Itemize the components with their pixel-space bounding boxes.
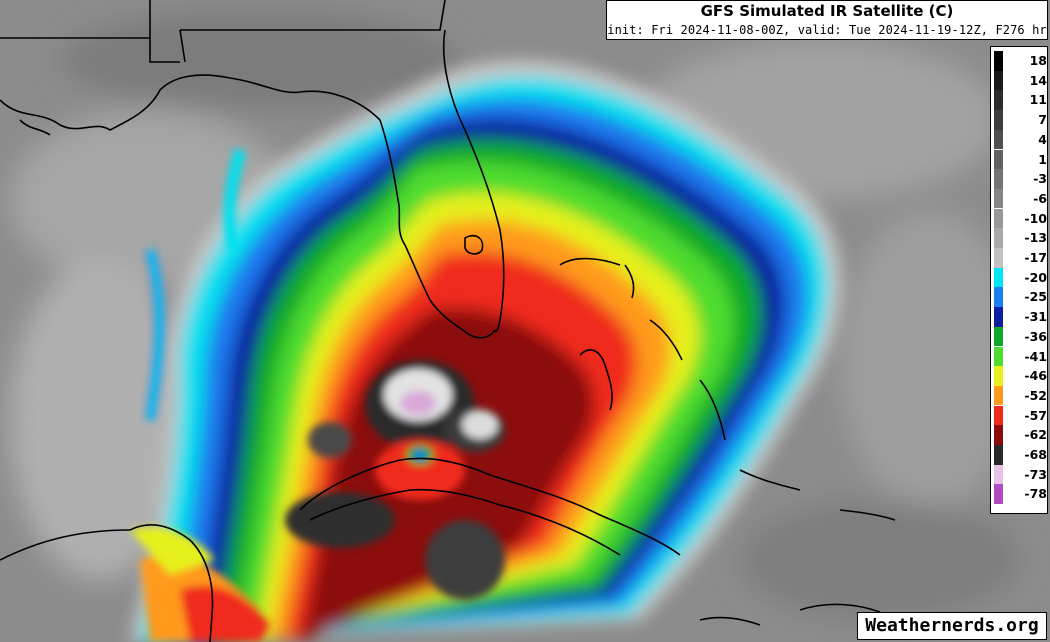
colorbar-label: -62	[1024, 427, 1047, 443]
chart-subtitle: init: Fri 2024-11-08-00Z, valid: Tue 202…	[607, 23, 1047, 37]
colorbar-swatch	[994, 110, 1003, 130]
colorbar-swatch	[994, 307, 1003, 327]
colorbar-label: -10	[1024, 210, 1047, 226]
colorbar-swatch	[994, 169, 1003, 189]
colorbar-label: 7	[1038, 112, 1047, 128]
colorbar-swatch	[994, 405, 1003, 426]
coastlines	[0, 0, 896, 642]
colorbar-swatch	[994, 248, 1003, 268]
colorbar-swatch	[994, 326, 1003, 347]
colorbar-swatch	[994, 287, 1003, 307]
colorbar-label: -36	[1024, 328, 1047, 344]
spiral-rainbands	[130, 148, 270, 642]
colorbar-swatch	[994, 366, 1003, 386]
colorbar-label: -68	[1024, 447, 1047, 462]
colorbar-swatch	[994, 484, 1003, 504]
colorbar-label: -73	[1024, 466, 1047, 482]
colorbar-label: -6	[1033, 190, 1047, 206]
colorbar-label: -41	[1024, 348, 1047, 364]
colorbar-label: -57	[1024, 407, 1047, 423]
colorbar-swatch	[994, 51, 1003, 71]
colorbar-label: 11	[1029, 92, 1047, 108]
colorbar-label: -52	[1024, 387, 1047, 403]
colorbar-label: -17	[1024, 250, 1047, 265]
colorbar-swatch	[994, 90, 1003, 110]
watermark: Weathernerds.org	[857, 612, 1047, 640]
colorbar-swatch	[994, 346, 1003, 366]
colorbar-label: -78	[1024, 486, 1047, 502]
colorbar-swatch	[994, 267, 1003, 288]
cold-cloud-tops	[285, 360, 505, 600]
colorbar-swatch	[994, 149, 1003, 169]
colorbar-label: 18	[1029, 53, 1047, 68]
colorbar-legend: 18 14 11 7 4 1 -3 -6 -10 -13 -17 -20 -25 -31 -36 -41 -46…	[990, 46, 1048, 514]
colorbar-label: -20	[1024, 269, 1047, 285]
colorbar-swatch	[994, 188, 1003, 209]
colorbar-swatch	[994, 385, 1003, 406]
colorbar-label: 14	[1029, 72, 1047, 88]
colorbar-label: -3	[1033, 171, 1047, 187]
title-box: GFS Simulated IR Satellite (C) init: Fri…	[606, 0, 1048, 40]
colorbar-label: -25	[1024, 289, 1047, 305]
colorbar-swatch	[994, 445, 1003, 465]
colorbar-swatch	[994, 208, 1003, 229]
colorbar-label: -31	[1024, 309, 1047, 325]
colorbar-swatch	[994, 129, 1003, 150]
colorbar-swatch	[994, 425, 1003, 445]
colorbar-swatch	[994, 228, 1003, 248]
chart-title: GFS Simulated IR Satellite (C)	[700, 2, 954, 20]
colorbar-label: -13	[1024, 230, 1047, 246]
colorbar-swatch	[994, 70, 1003, 91]
colorbar-label: -46	[1024, 368, 1047, 384]
colorbar-swatch	[994, 464, 1003, 485]
colorbar-label: 4	[1038, 131, 1047, 147]
colorbar-label: 1	[1038, 151, 1047, 167]
